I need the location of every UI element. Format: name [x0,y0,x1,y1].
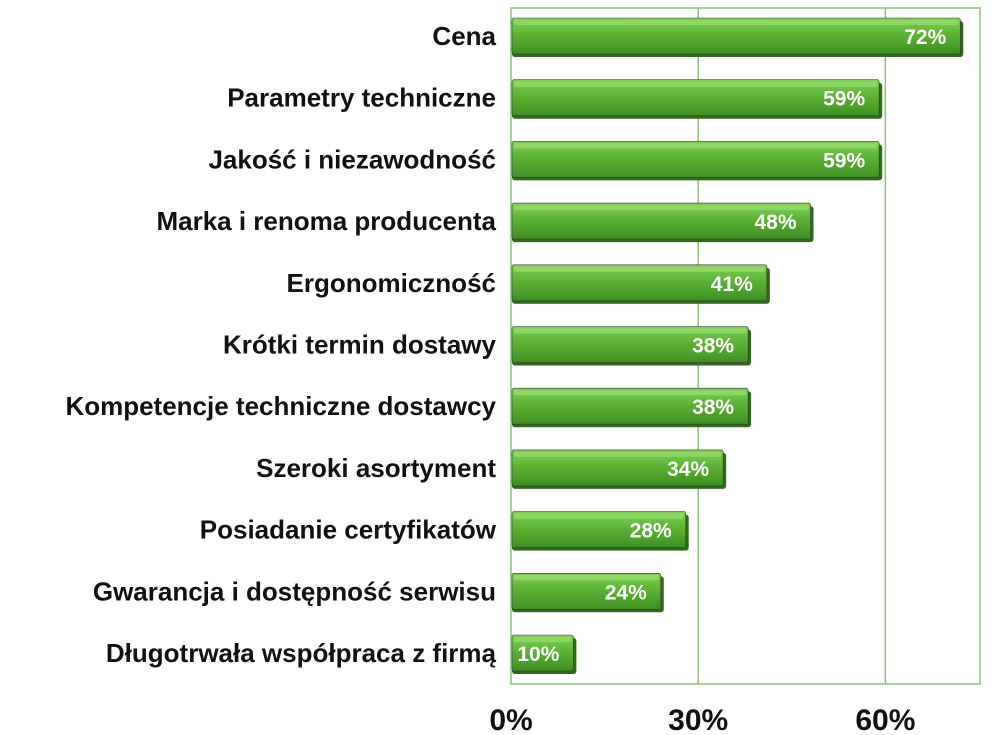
bar [511,17,961,55]
data-label: 28% [630,520,672,543]
bar [511,264,768,302]
value-labels: 72% 59% 59% 48% 41% 38% 38% 34% 28% 24% 10% [517,26,946,666]
bar-highlight [514,81,878,87]
x-tick-label: 0% [489,704,532,735]
bar-highlight [514,20,959,25]
x-tick-label: 30% [668,704,728,735]
bar-highlight [514,205,809,211]
category-label: Kompetencje techniczne dostawcy [65,391,496,421]
bar [511,634,574,672]
data-label: 59% [823,149,865,172]
bars [511,17,964,674]
bar [511,202,811,240]
category-label: Parametry techniczne [227,83,496,113]
bar-highlight [514,637,572,642]
bar [511,326,749,363]
data-label: 59% [823,88,865,111]
bar [511,449,724,487]
category-label: Długotrwała współpraca z firmą [106,638,497,668]
bar-highlight [514,390,747,396]
bar-highlight [514,575,659,581]
bar [511,79,880,116]
data-label: 34% [667,458,709,481]
x-tick-label: 60% [855,704,915,735]
data-label: 72% [904,26,946,49]
category-label: Marka i renoma producenta [156,206,496,236]
bar-highlight [514,143,878,149]
category-labels: Cena Parametry techniczne Jakość i niezawo… [65,21,496,668]
plot-area-border [510,7,981,685]
data-label: 38% [692,396,734,419]
category-label: Szeroki asortyment [256,453,496,483]
data-label: 41% [711,273,753,296]
category-label: Krótki termin dostawy [223,330,497,360]
category-label: Ergonomiczność [287,268,496,298]
data-label: 10% [517,643,559,666]
x-axis-ticks: 0% 30% 60% [489,704,915,735]
bar [511,141,880,178]
bar-highlight [514,266,765,272]
bar [511,572,662,610]
data-label: 24% [605,581,647,604]
plot-frame [510,7,981,685]
bar-highlight [514,513,684,519]
category-label: Jakość i niezawodność [208,144,496,174]
bar [511,511,687,548]
data-label: 48% [754,211,796,234]
category-label: Posiadanie certyfikatów [200,515,497,545]
bar [511,387,749,425]
bar-highlight [514,451,722,457]
bar-highlight [514,328,747,334]
data-label: 38% [692,335,734,358]
category-label: Gwarancja i dostępność serwisu [93,576,496,606]
category-label: Cena [432,21,496,51]
